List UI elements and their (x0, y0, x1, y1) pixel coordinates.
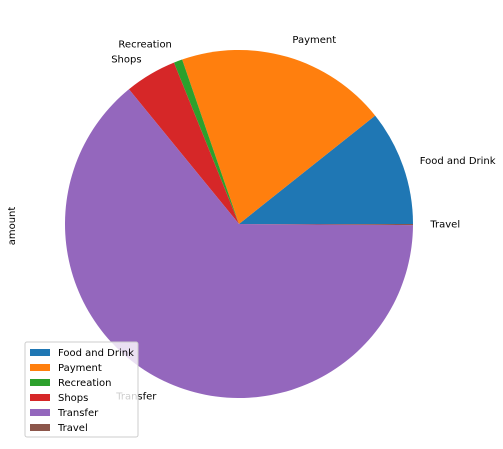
slice-label-recreation: Recreation (118, 40, 171, 51)
pie-slice-recreation (173, 59, 239, 225)
pie-slice-shops (128, 62, 239, 224)
slice-label-shops: Shops (111, 54, 141, 65)
legend-label-shops: Shops (58, 393, 88, 404)
legend-label-payment: Payment (58, 363, 102, 374)
legend-swatch-shops (30, 394, 50, 401)
pie-slices (64, 50, 413, 399)
legend-label-recreation: Recreation (58, 378, 111, 389)
legend-swatch-food-and-drink (30, 349, 50, 356)
pie-slice-transfer (64, 89, 413, 399)
pie-slice-food-and-drink (239, 115, 413, 224)
y-axis-label: amount (7, 207, 18, 246)
legend-label-transfer: Transfer (57, 408, 99, 419)
legend-label-food-and-drink: Food and Drink (58, 348, 134, 359)
slice-label-food-and-drink: Food and Drink (420, 156, 496, 167)
pie-slice-payment (182, 50, 376, 225)
pie-slice-travel (239, 224, 413, 226)
legend-swatch-travel (30, 424, 50, 431)
legend-label-travel: Travel (57, 423, 88, 434)
legend-swatch-transfer (30, 409, 50, 416)
slice-label-travel: Travel (429, 220, 460, 231)
legend-frame (24, 341, 139, 438)
legend-swatch-payment (30, 364, 50, 371)
legend: Food and Drink Payment Recreation Shops Tran… (24, 341, 139, 438)
slice-label-payment: Payment (292, 35, 336, 46)
legend-swatch-recreation (30, 379, 50, 386)
